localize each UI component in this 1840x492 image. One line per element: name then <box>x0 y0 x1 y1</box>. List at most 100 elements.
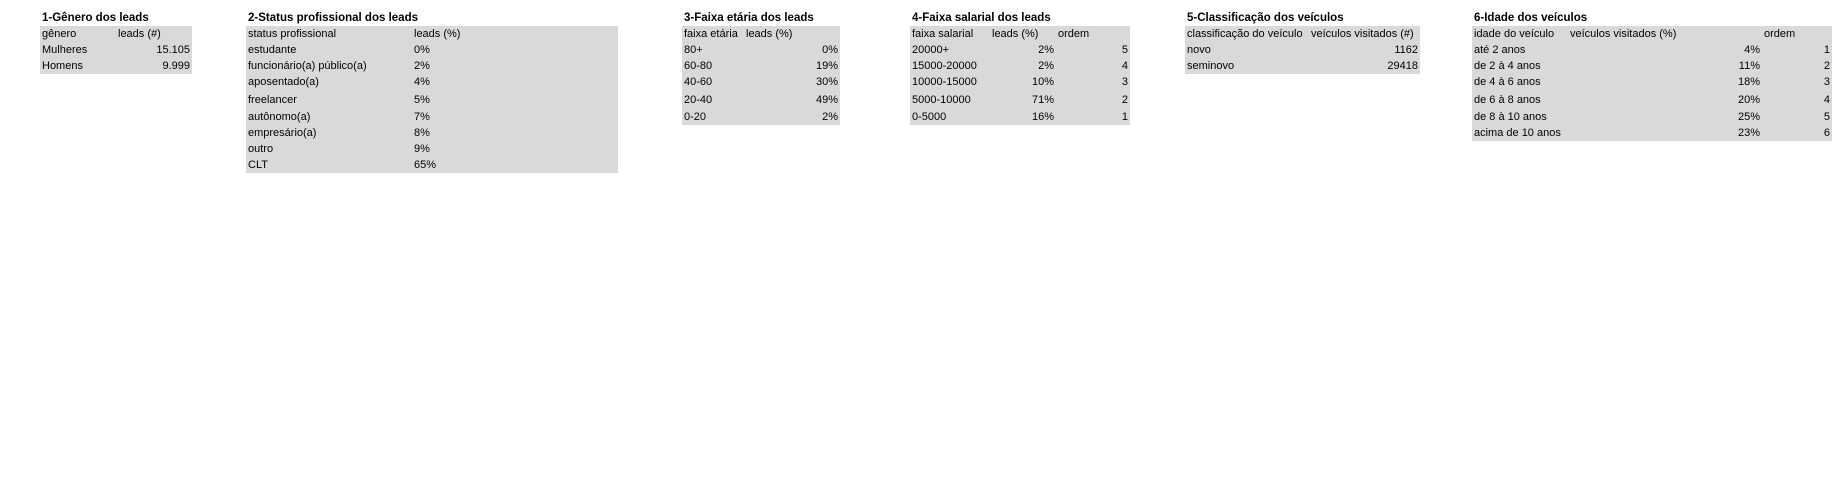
table-row: empresário(a) 8% <box>246 125 618 141</box>
cell[interactable]: de 4 à 6 anos <box>1474 76 1541 88</box>
cell[interactable]: seminovo <box>1187 60 1235 72</box>
cell[interactable]: 9% <box>414 143 430 155</box>
table-row: de 4 à 6 anos 18% 3 <box>1472 74 1832 90</box>
header-cell[interactable]: veículos visitados (%) <box>1570 28 1677 40</box>
cell[interactable]: 7% <box>414 111 430 123</box>
cell[interactable]: 5 <box>1121 44 1128 56</box>
cell[interactable]: 11% <box>1738 60 1760 72</box>
cell[interactable]: 18% <box>1737 76 1760 88</box>
cell[interactable]: aposentado(a) <box>248 76 319 88</box>
header-cell[interactable]: ordem <box>1764 28 1796 40</box>
table-header-row: idade do veículo veículos visitados (%) … <box>1472 26 1832 42</box>
header-cell[interactable]: faixa etária <box>684 28 738 40</box>
table-title: 5-Classificação dos veículos <box>1187 12 1344 24</box>
header-cell[interactable]: faixa salarial <box>912 28 974 40</box>
cell[interactable]: 4% <box>414 76 430 88</box>
cell[interactable]: 29418 <box>1387 60 1418 72</box>
cell[interactable]: funcionário(a) público(a) <box>248 60 367 72</box>
header-cell[interactable]: status profissional <box>248 28 337 40</box>
cell[interactable]: 15.105 <box>156 44 190 56</box>
header-cell[interactable]: ordem <box>1058 28 1090 40</box>
cell[interactable]: estudante <box>248 44 297 56</box>
table-faixa-etaria: faixa etária leads (%) 80+ 0% 60-80 19% … <box>682 26 840 125</box>
cell[interactable]: 71% <box>1031 93 1054 106</box>
cell[interactable]: 15000-20000 <box>912 60 977 72</box>
cell[interactable]: freelancer <box>248 93 297 106</box>
cell[interactable]: 4% <box>1744 44 1760 56</box>
table-row: estudante 0% <box>246 42 618 58</box>
cell[interactable]: 3 <box>1823 76 1830 88</box>
table-genero: gênero leads (#) Mulheres 15.105 Homens … <box>40 26 192 74</box>
table-classificacao-block: 5-Classificação dos veículos classificaç… <box>1185 10 1420 74</box>
table-row: 20-40 49% <box>682 90 840 109</box>
cell[interactable]: 60-80 <box>684 60 713 72</box>
cell[interactable]: 0-20 <box>684 111 707 123</box>
header-cell[interactable]: leads (%) <box>414 28 461 40</box>
cell[interactable]: 10000-15000 <box>912 76 977 88</box>
table-row: novo 1162 <box>1185 42 1420 58</box>
table-header-row: classificação do veículo veículos visita… <box>1185 26 1420 42</box>
cell[interactable]: 2% <box>822 111 838 123</box>
cell[interactable]: autônomo(a) <box>248 111 311 123</box>
cell[interactable]: 20000+ <box>912 44 950 56</box>
header-cell[interactable]: leads (#) <box>118 28 161 40</box>
cell[interactable]: CLT <box>248 159 268 171</box>
cell[interactable]: 23% <box>1737 127 1760 139</box>
table-row: acima de 10 anos 23% 6 <box>1472 125 1832 141</box>
cell[interactable]: 19% <box>815 60 838 72</box>
cell[interactable]: 3 <box>1121 76 1128 88</box>
cell[interactable]: 80+ <box>684 44 703 56</box>
cell[interactable]: de 2 à 4 anos <box>1474 60 1541 72</box>
cell[interactable]: 1 <box>1823 44 1830 56</box>
table-row: freelancer 5% <box>246 90 618 109</box>
header-cell[interactable]: veículos visitados (#) <box>1311 28 1414 40</box>
cell[interactable]: de 8 à 10 anos <box>1474 111 1547 123</box>
cell[interactable]: 1162 <box>1394 44 1418 56</box>
cell[interactable]: Homens <box>42 60 83 72</box>
header-cell[interactable]: idade do veículo <box>1474 28 1555 40</box>
cell[interactable]: Mulheres <box>42 44 88 56</box>
cell[interactable]: 2 <box>1121 93 1128 106</box>
header-cell[interactable]: classificação do veículo <box>1187 28 1303 40</box>
cell[interactable]: 0-5000 <box>912 111 947 123</box>
cell[interactable]: 5000-10000 <box>912 93 971 106</box>
cell[interactable]: 0% <box>822 44 838 56</box>
cell[interactable]: 0% <box>414 44 430 56</box>
cell[interactable]: 9.999 <box>162 60 190 72</box>
cell[interactable]: 2% <box>1038 44 1054 56</box>
cell[interactable]: 49% <box>815 93 838 106</box>
cell[interactable]: empresário(a) <box>248 127 317 139</box>
cell[interactable]: 6 <box>1823 127 1830 139</box>
cell[interactable]: 4 <box>1121 60 1128 72</box>
cell[interactable]: 8% <box>414 127 430 139</box>
header-cell[interactable]: gênero <box>42 28 77 40</box>
table-faixa-salarial: faixa salarial leads (%) ordem 20000+ 2%… <box>910 26 1130 125</box>
cell[interactable]: 16% <box>1031 111 1054 123</box>
cell[interactable]: 20-40 <box>684 93 713 106</box>
cell[interactable]: 5 <box>1823 111 1830 123</box>
cell[interactable]: 5% <box>414 93 430 106</box>
cell[interactable]: 65% <box>414 159 437 171</box>
cell[interactable]: 20% <box>1737 93 1760 106</box>
cell[interactable]: 4 <box>1823 93 1830 106</box>
cell[interactable]: 2% <box>1038 60 1054 72</box>
cell[interactable]: acima de 10 anos <box>1474 127 1561 139</box>
cell[interactable]: novo <box>1187 44 1211 56</box>
table-title: 4-Faixa salarial dos leads <box>912 12 1051 24</box>
table-row: autônomo(a) 7% <box>246 109 618 125</box>
cell[interactable]: 25% <box>1737 111 1760 123</box>
header-cell[interactable]: leads (%) <box>746 28 793 40</box>
cell[interactable]: outro <box>248 143 274 155</box>
cell[interactable]: até 2 anos <box>1474 44 1526 56</box>
header-cell[interactable]: leads (%) <box>992 28 1039 40</box>
table-header-row: status profissional leads (%) <box>246 26 618 42</box>
cell[interactable]: 2% <box>414 60 430 72</box>
cell[interactable]: 40-60 <box>684 76 713 88</box>
table-genero-block: 1-Gênero dos leads gênero leads (#) Mulh… <box>40 10 192 74</box>
cell[interactable]: 30% <box>815 76 838 88</box>
cell[interactable]: 2 <box>1823 60 1830 72</box>
cell[interactable]: 1 <box>1121 111 1128 123</box>
cell[interactable]: de 6 à 8 anos <box>1474 93 1541 106</box>
cell[interactable]: 10% <box>1031 76 1054 88</box>
table-status: status profissional leads (%) estudante … <box>246 26 618 173</box>
